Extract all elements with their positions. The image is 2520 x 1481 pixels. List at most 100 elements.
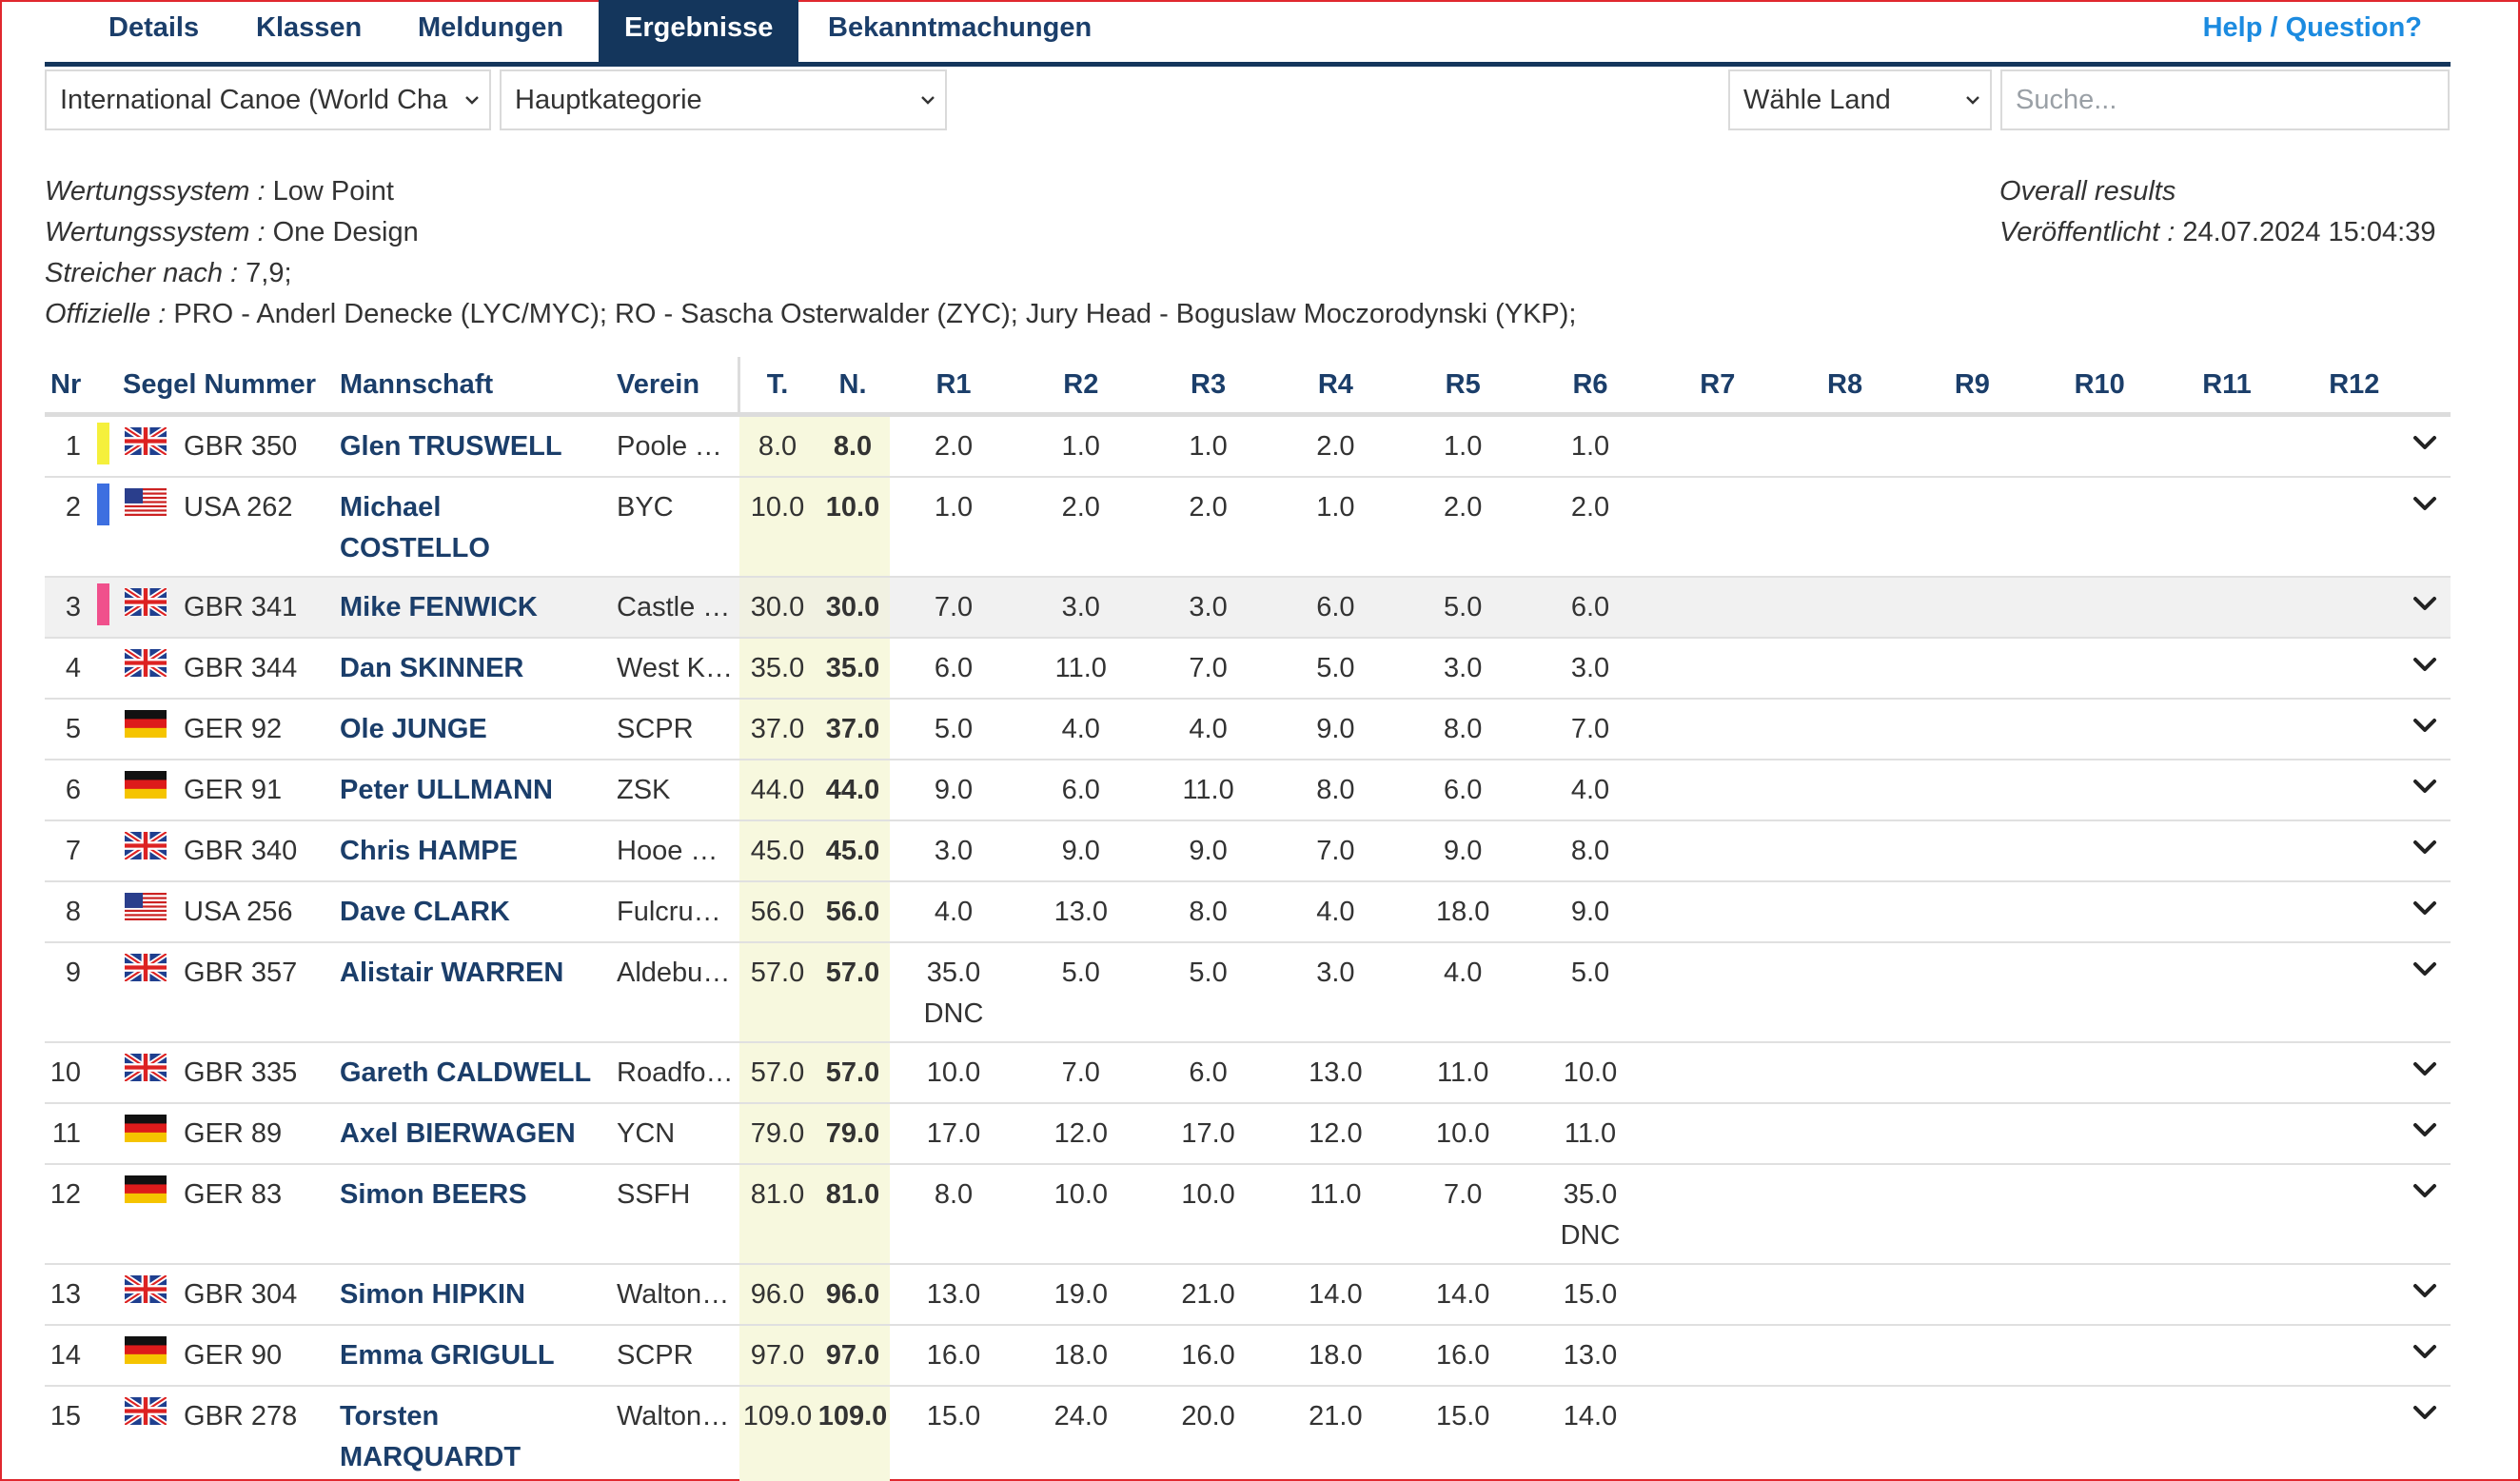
chevron-down-icon[interactable] (2411, 1055, 2439, 1083)
col-race-11[interactable]: R11 (2202, 369, 2252, 400)
col-total[interactable]: T. (766, 369, 789, 400)
table-row[interactable]: 9 GBR 357 Alistair WARREN Aldeburgh YC 57.0 5… (45, 943, 2451, 1043)
table-row[interactable]: 12 GER 83 Simon BEERS SSFH 81.0 81.0 8.0 10.0 10… (45, 1165, 2451, 1265)
crew-name[interactable]: Mike FENWICK (340, 587, 538, 628)
col-race-12[interactable]: R12 (2329, 369, 2380, 400)
col-race-9[interactable]: R9 (1954, 369, 1990, 400)
crew-name[interactable]: Peter ULLMANN (340, 770, 553, 811)
rank: 5 (65, 714, 81, 744)
chevron-down-icon (465, 96, 479, 105)
col-race-1[interactable]: R1 (935, 369, 972, 400)
crew-name-line: Peter ULLMANN (340, 775, 553, 805)
table-row[interactable]: 5 GER 92 Ole JUNGE SCPR 37.0 37.0 5.0 4.0 4.0 9.0… (45, 700, 2451, 760)
crew-name[interactable]: Simon HIPKIN (340, 1274, 525, 1315)
table-row[interactable]: 3 GBR 341 Mike FENWICK Castle Cove SC 30.0 30… (45, 578, 2451, 639)
chevron-down-icon[interactable] (2411, 1337, 2439, 1366)
crew-name[interactable]: Ole JUNGE (340, 709, 487, 750)
chevron-down-icon[interactable] (2411, 894, 2439, 922)
col-nr[interactable]: Nr (50, 369, 82, 400)
col-net[interactable]: N. (838, 369, 867, 400)
crew-name[interactable]: Glen TRUSWELL (340, 426, 562, 467)
col-race-2[interactable]: R2 (1063, 369, 1099, 400)
chevron-down-icon[interactable] (2411, 1176, 2439, 1205)
crew-name[interactable]: Dave CLARK (340, 892, 510, 933)
col-race-4[interactable]: R4 (1317, 369, 1353, 400)
crew-name[interactable]: Simon BEERS (340, 1175, 527, 1215)
chevron-down-icon[interactable] (2411, 589, 2439, 618)
tab-klassen[interactable]: Klassen (256, 12, 363, 43)
col-race-10[interactable]: R10 (2074, 369, 2125, 400)
net-points: 30.0 (825, 592, 880, 622)
table-row[interactable]: 6 GER 91 Peter ULLMANN ZSK 44.0 44.0 9.0 6.0 11.… (45, 760, 2451, 821)
tab-ergebnisse[interactable]: Ergebnisse (599, 0, 799, 63)
chevron-down-icon[interactable] (2411, 428, 2439, 457)
help-link[interactable]: Help / Question? (2202, 12, 2422, 43)
net-points: 10.0 (825, 492, 880, 523)
crew-name[interactable]: Michael COSTELLO (340, 487, 490, 569)
crew-name[interactable]: Axel BIERWAGEN (340, 1114, 576, 1155)
table-row[interactable]: 11 GER 89 Axel BIERWAGEN YCN 79.0 79.0 17.0 12.… (45, 1104, 2451, 1165)
race-points: 9.0 (1570, 897, 1610, 927)
race-score: 19.0 (1024, 1274, 1138, 1315)
race-points: 9.0 (1316, 714, 1355, 744)
rank: 2 (65, 492, 81, 523)
race-score: 6.0 (1533, 587, 1647, 628)
race-points: 3.0 (934, 836, 974, 866)
sail-number: GBR 304 (184, 1279, 298, 1310)
col-race-3[interactable]: R3 (1191, 369, 1227, 400)
chevron-down-icon[interactable] (2411, 1276, 2439, 1305)
category-select[interactable]: Hauptkategorie (500, 69, 947, 130)
crew-name[interactable]: Dan SKINNER (340, 648, 523, 689)
crew-name[interactable]: Alistair WARREN (340, 953, 563, 994)
table-row[interactable]: 7 GBR 340 Chris HAMPE Hooe Point SC 45.0 45.0… (45, 821, 2451, 882)
chevron-down-icon[interactable] (2411, 711, 2439, 740)
chevron-down-icon[interactable] (2411, 1398, 2439, 1427)
crew-name[interactable]: Torsten MARQUARDT (340, 1396, 521, 1478)
class-select[interactable]: International Canoe (World Cha (45, 69, 491, 130)
chevron-down-icon[interactable] (2411, 772, 2439, 800)
table-row[interactable]: 13 GBR 304 Simon HIPKIN Walton and Frinton … (45, 1265, 2451, 1326)
club: Roadford Lake SC (617, 1057, 736, 1088)
table-row[interactable]: 15 GBR 278 Torsten MARQUARDT Walton and Frin… (45, 1387, 2451, 1481)
crew-name-line: Chris HAMPE (340, 836, 518, 866)
total-points: 96.0 (750, 1279, 805, 1310)
chevron-down-icon[interactable] (2411, 955, 2439, 983)
country-select[interactable]: Wähle Land (1728, 69, 1992, 130)
table-row[interactable]: 10 GBR 335 Gareth CALDWELL Roadford Lake SC… (45, 1043, 2451, 1104)
table-row[interactable]: 4 GBR 344 Dan SKINNER West Kirby SC 35.0 35.0… (45, 639, 2451, 700)
chevron-down-icon[interactable] (2411, 1116, 2439, 1144)
col-race-6[interactable]: R6 (1572, 369, 1608, 400)
flag-ger-icon (125, 1115, 167, 1142)
table-row[interactable]: 2 USA 262 Michael COSTELLO BYC 10.0 10.0 1.0 2.0… (45, 478, 2451, 578)
col-race-8[interactable]: R8 (1827, 369, 1863, 400)
total-points: 8.0 (758, 431, 797, 462)
chevron-down-icon[interactable] (2411, 833, 2439, 861)
officials-line: Offizielle : PRO - Anderl Denecke (LYC/M… (45, 294, 1576, 335)
tab-bekanntmachungen[interactable]: Bekanntmachungen (828, 12, 1093, 43)
chevron-down-icon[interactable] (2411, 650, 2439, 679)
tab-details[interactable]: Details (108, 12, 200, 43)
chevron-down-icon[interactable] (2411, 489, 2439, 518)
crew-name[interactable]: Emma GRIGULL (340, 1335, 555, 1376)
col-sail-number[interactable]: Segel Nummer (123, 369, 317, 400)
table-row[interactable]: 8 USA 256 Dave CLARK Fulcrum Speed Sailing 5… (45, 882, 2451, 943)
col-race-5[interactable]: R5 (1445, 369, 1481, 400)
table-row[interactable]: 14 GER 90 Emma GRIGULL SCPR 97.0 97.0 16.0 18.0… (45, 1326, 2451, 1387)
search-input[interactable]: Suche... (2000, 69, 2450, 130)
scoring-system-line: Wertungssystem : One Design (45, 212, 419, 253)
col-crew[interactable]: Mannschaft (340, 369, 494, 400)
race-points: 18.0 (1435, 897, 1490, 927)
crew-name[interactable]: Gareth CALDWELL (340, 1053, 591, 1094)
race-score: 10.0 (1406, 1114, 1520, 1155)
race-score: 17.0 (1152, 1114, 1266, 1155)
table-row[interactable]: 1 GBR 350 Glen TRUSWELL Poole Yacht Club 8.0… (45, 417, 2451, 478)
race-points: 10.0 (926, 1057, 981, 1088)
col-club[interactable]: Verein (617, 369, 700, 400)
tab-meldungen[interactable]: Meldungen (418, 12, 564, 43)
race-penalty-code: DNC (1560, 1220, 1621, 1251)
published-line: Veröffentlicht : 24.07.2024 15:04:39 (1999, 212, 2435, 253)
crew-name[interactable]: Chris HAMPE (340, 831, 518, 872)
club: Poole Yacht Club (617, 431, 736, 462)
col-race-7[interactable]: R7 (1700, 369, 1736, 400)
race-points: 4.0 (1570, 775, 1610, 805)
